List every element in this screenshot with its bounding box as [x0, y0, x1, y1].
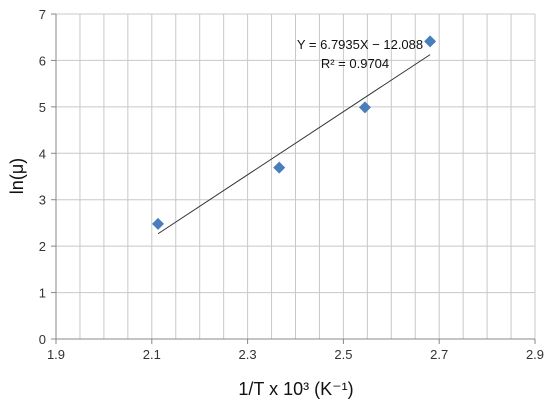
x-tick-label: 1.9 — [47, 347, 65, 362]
y-tick-label: 7 — [39, 7, 46, 22]
y-tick-label: 0 — [39, 332, 46, 347]
data-point — [358, 101, 371, 114]
y-axis-title: ln(μ) — [7, 158, 27, 194]
y-tick-label: 4 — [39, 146, 46, 161]
grid — [55, 13, 536, 340]
x-tick-label: 2.7 — [430, 347, 448, 362]
data-point — [273, 161, 286, 174]
x-tick-label: 2.1 — [143, 347, 161, 362]
tick-labels: 1.9 2.1 2.3 2.5 2.7 2.9 0 1 2 3 4 5 6 7 — [39, 7, 544, 362]
r-squared-label: R² = 0.9704 — [321, 56, 389, 71]
data-points — [152, 35, 437, 230]
x-axis-title: 1/T x 10³ (K⁻¹) — [238, 379, 353, 399]
x-tick-label: 2.9 — [526, 347, 544, 362]
data-point — [152, 217, 165, 230]
x-tick-label: 2.3 — [239, 347, 257, 362]
y-tick-label: 2 — [39, 239, 46, 254]
y-tick-label: 1 — [39, 286, 46, 301]
axes — [51, 13, 536, 344]
trendline — [157, 54, 431, 235]
x-tick-label: 2.5 — [334, 347, 352, 362]
trendline-equation: Y = 6.7935X − 12.088 — [297, 37, 423, 52]
data-point — [424, 35, 437, 48]
y-tick-label: 5 — [39, 100, 46, 115]
y-tick-label: 6 — [39, 53, 46, 68]
y-tick-label: 3 — [39, 193, 46, 208]
trendline-layer — [157, 54, 431, 235]
